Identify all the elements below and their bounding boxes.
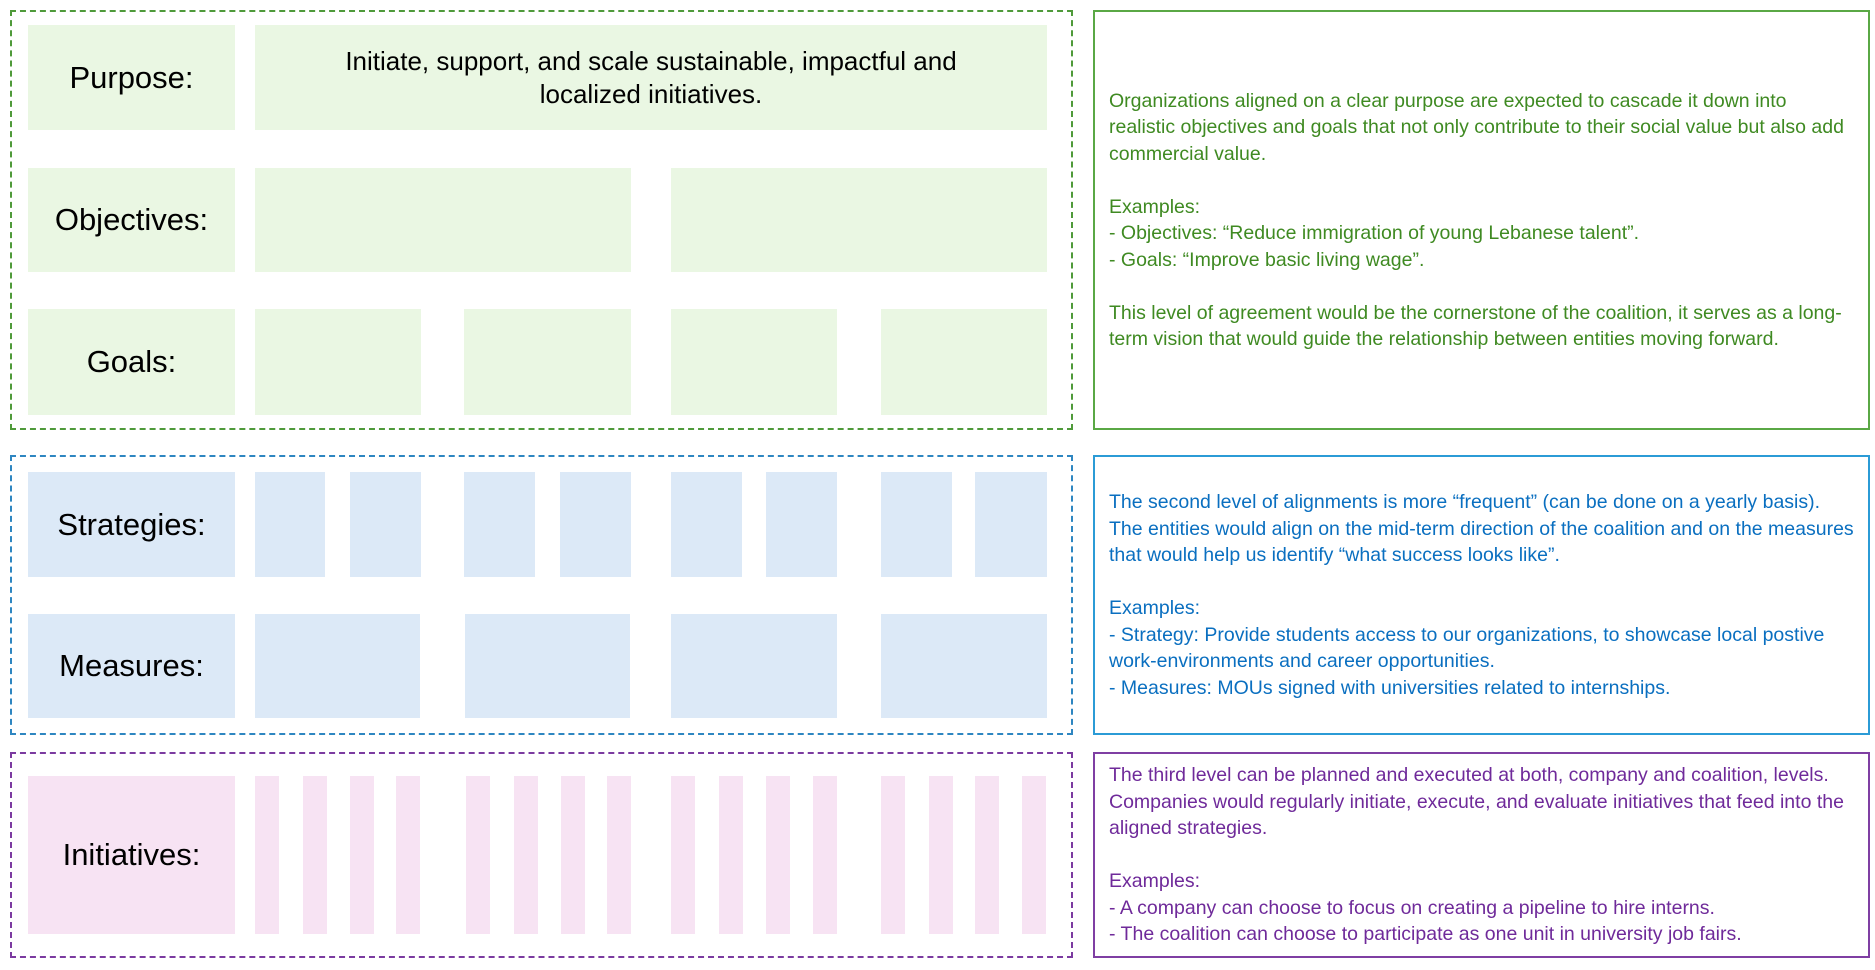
initiative-box (813, 776, 837, 934)
goals-label: Goals: (28, 309, 235, 415)
level1-intro: Organizations aligned on a clear purpose… (1109, 89, 1844, 165)
purpose-label: Purpose: (28, 25, 235, 130)
level3-example: - A company can choose to focus on creat… (1109, 896, 1715, 919)
purpose-statement: Initiate, support, and scale sustainable… (255, 25, 1047, 130)
objective-box (671, 168, 1047, 272)
level1-description: Organizations aligned on a clear purpose… (1093, 10, 1870, 430)
strategy-box (464, 472, 535, 577)
goal-box (255, 309, 421, 415)
strategy-box (255, 472, 325, 577)
strategy-box (881, 472, 952, 577)
measure-box (255, 614, 420, 718)
initiative-box (671, 776, 695, 934)
initiative-box (975, 776, 999, 934)
level2-example: - Strategy: Provide students access to o… (1109, 623, 1825, 673)
level1-examples-heading: Examples: (1109, 195, 1201, 218)
level1-example: - Objectives: “Reduce immigration of you… (1109, 222, 1640, 244)
initiative-box (929, 776, 953, 934)
initiatives-label: Initiatives: (28, 776, 235, 934)
level2-description: The second level of alignments is more “… (1093, 455, 1870, 735)
initiative-box (607, 776, 631, 934)
goal-box (881, 309, 1047, 415)
initiative-box (350, 776, 374, 934)
measure-box (671, 614, 837, 718)
initiative-box (719, 776, 743, 934)
goal-box (671, 309, 837, 415)
initiative-box (303, 776, 327, 934)
strategy-box (671, 472, 742, 577)
level1-group (10, 10, 1073, 430)
measure-box (881, 614, 1047, 718)
initiative-box (561, 776, 585, 934)
level2-intro: The second level of alignments is more “… (1109, 491, 1854, 566)
initiative-box (255, 776, 279, 934)
initiative-box (766, 776, 790, 934)
initiative-box (396, 776, 420, 934)
initiative-box (1022, 776, 1046, 934)
measures-label: Measures: (28, 614, 235, 718)
level3-examples-heading: Examples: (1109, 870, 1201, 893)
objective-box (255, 168, 631, 272)
strategy-box (766, 472, 837, 577)
strategy-box (350, 472, 421, 577)
level3-description: The third level can be planned and execu… (1093, 752, 1870, 958)
level1-example: - Goals: “Improve basic living wage”. (1109, 248, 1425, 271)
goal-box (464, 309, 631, 415)
level2-group (10, 455, 1073, 735)
level2-example: - Measures: MOUs signed with universitie… (1109, 676, 1671, 699)
initiative-box (881, 776, 905, 934)
measure-box (465, 614, 630, 718)
strategy-box (975, 472, 1047, 577)
level3-intro: The third level can be planned and execu… (1109, 764, 1844, 840)
initiative-box (514, 776, 538, 934)
level3-example: - The coalition can choose to participat… (1109, 923, 1742, 946)
strategy-box (560, 472, 631, 577)
level2-examples-heading: Examples: (1109, 597, 1201, 619)
level3-group (10, 752, 1073, 958)
level1-closing: This level of agreement would be the cor… (1109, 301, 1842, 351)
objectives-label: Objectives: (28, 168, 235, 272)
strategies-label: Strategies: (28, 472, 235, 577)
initiative-box (466, 776, 490, 934)
